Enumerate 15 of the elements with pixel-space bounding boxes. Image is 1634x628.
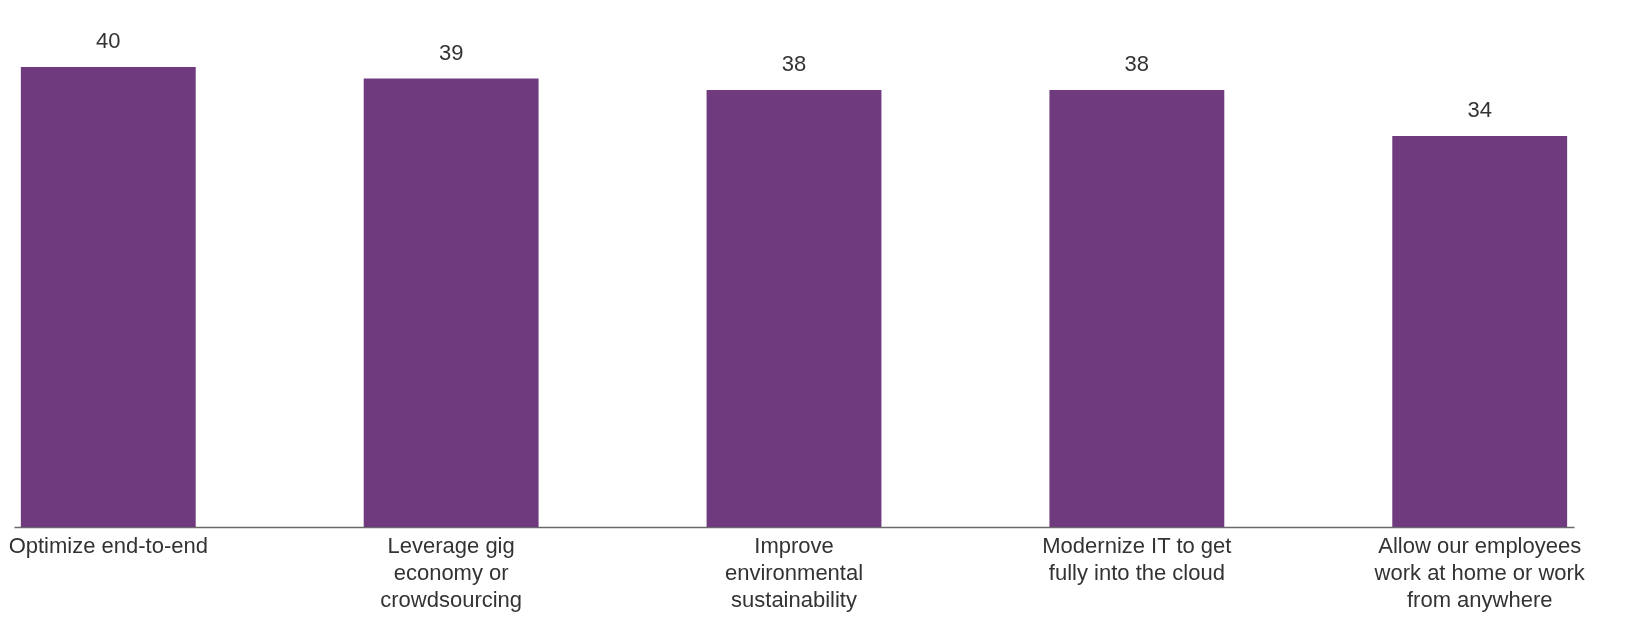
data-label: 38	[1124, 51, 1150, 76]
x-tick-label: Leverage gig economy or crowdsourcing	[380, 532, 523, 612]
bar	[1049, 90, 1225, 527]
bar	[363, 78, 539, 527]
data-label: 38	[781, 51, 807, 76]
x-tick-label: Improve environmental sustainability	[724, 532, 864, 612]
bar	[20, 67, 196, 527]
bar	[706, 90, 882, 527]
x-tick-label: Optimize end-to-end	[8, 532, 208, 558]
x-tick-label: Modernize IT to get fully into the cloud	[1042, 532, 1232, 585]
data-label: 40	[96, 28, 121, 53]
x-tick-label: Allow our employees work at home or work from anywhere	[1373, 532, 1586, 612]
data-label: 39	[438, 39, 464, 65]
bar	[1392, 136, 1568, 527]
data-label: 34	[1467, 97, 1492, 122]
